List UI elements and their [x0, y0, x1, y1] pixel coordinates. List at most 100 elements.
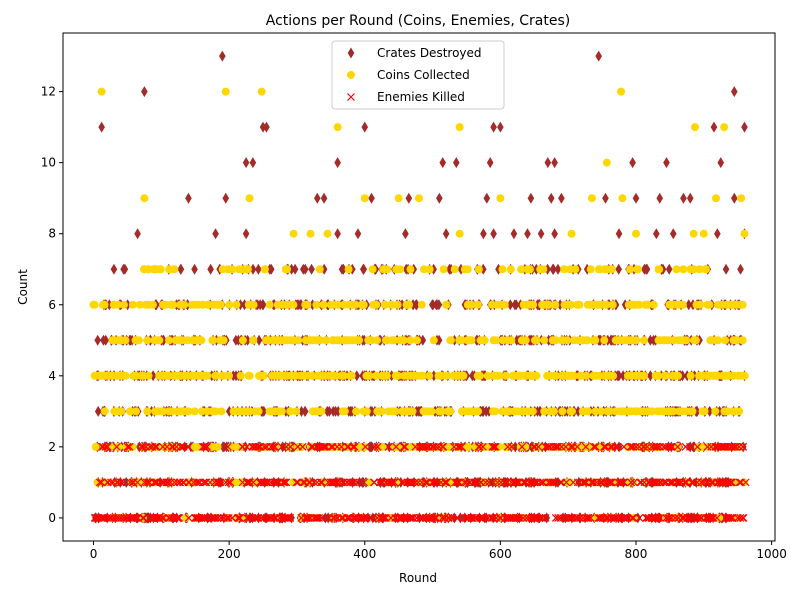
x-tick-label: 0 — [90, 547, 98, 561]
enemies-killed-point — [175, 513, 184, 522]
crates-destroyed-point — [665, 263, 673, 275]
enemies-killed-point — [551, 513, 560, 522]
enemies-killed-point — [619, 442, 628, 451]
enemies-killed-point — [606, 478, 615, 487]
enemies-killed-point — [701, 513, 710, 522]
coins-collected-point — [675, 300, 684, 309]
coins-collected-point — [566, 407, 575, 416]
coins-collected-point — [292, 407, 301, 416]
enemies-killed-point — [653, 442, 662, 451]
coins-collected-point — [418, 371, 427, 380]
enemies-killed-point — [548, 478, 557, 487]
coins-collected-point — [442, 300, 451, 309]
coins-collected-point — [335, 442, 344, 451]
coins-collected-point — [446, 336, 455, 345]
chart-title: Actions per Round (Coins, Enemies, Crate… — [266, 13, 570, 29]
coins-collected-point — [417, 300, 426, 309]
coins-collected-point — [151, 407, 160, 416]
enemies-killed-point — [739, 513, 748, 522]
coins-collected-point — [536, 442, 545, 451]
enemies-killed-point — [286, 513, 295, 522]
enemies-killed-point — [173, 513, 182, 522]
enemies-killed-point — [551, 478, 559, 487]
enemies-killed-point — [273, 478, 282, 487]
enemies-killed-point — [302, 513, 310, 522]
enemies-killed-point — [411, 442, 420, 451]
enemies-killed-point — [370, 478, 379, 487]
enemies-killed-point — [151, 442, 160, 451]
enemies-killed-point — [488, 513, 497, 522]
enemies-killed-point — [313, 513, 322, 522]
enemies-killed-point — [219, 513, 228, 522]
crates-destroyed-point — [356, 476, 363, 488]
enemies-killed-point — [693, 478, 702, 487]
enemies-killed-point — [199, 478, 208, 487]
coins-collected-point — [439, 478, 448, 487]
enemies-killed-point — [423, 478, 432, 487]
crates-destroyed-point — [298, 405, 305, 417]
enemies-killed-point — [628, 513, 637, 522]
coins-collected-point — [501, 371, 510, 380]
enemies-killed-point — [333, 442, 342, 451]
enemies-killed-point — [503, 478, 512, 487]
enemies-killed-point — [127, 513, 136, 522]
enemies-killed-point — [583, 513, 592, 522]
coins-collected-point — [373, 407, 382, 416]
enemies-killed-point — [635, 513, 644, 522]
crates-destroyed-point — [632, 192, 640, 204]
coins-collected-point — [632, 371, 641, 380]
crates-destroyed-point — [332, 405, 339, 417]
crates-destroyed-point — [94, 334, 101, 346]
enemies-killed-point — [370, 442, 379, 451]
coins-collected-point — [729, 336, 738, 345]
coins-collected-point — [289, 229, 298, 238]
enemies-killed-point — [580, 478, 589, 487]
enemies-killed-point — [689, 478, 698, 487]
crates-destroyed-point — [629, 157, 636, 169]
coins-collected-point — [100, 300, 109, 309]
enemies-killed-point — [331, 478, 340, 487]
enemies-killed-point — [269, 442, 278, 451]
enemies-killed-point — [666, 442, 675, 451]
enemies-killed-point — [217, 513, 226, 522]
enemies-killed-point — [315, 513, 323, 522]
enemies-killed-point — [350, 442, 359, 451]
enemies-killed-point — [412, 513, 421, 522]
enemies-killed-point — [262, 513, 271, 522]
enemies-killed-point — [101, 442, 110, 451]
legend-marker-coins-collected — [347, 71, 355, 79]
coins-collected-point — [567, 229, 576, 238]
crates-destroyed-point — [402, 263, 410, 275]
enemies-killed-point — [282, 478, 291, 487]
enemies-killed-point — [208, 513, 217, 522]
coins-collected-point — [729, 371, 738, 380]
enemies-killed-point — [243, 513, 251, 522]
coins-collected-point — [216, 300, 225, 309]
coins-collected-point — [246, 300, 255, 309]
coins-collected-point — [373, 336, 382, 345]
coins-collected-point — [357, 300, 366, 309]
coins-collected-point — [148, 300, 157, 309]
crates-destroyed-point — [120, 263, 127, 275]
coins-collected-point — [597, 407, 606, 416]
enemies-killed-point — [213, 478, 222, 487]
coins-collected-point — [116, 371, 125, 380]
enemies-killed-point — [330, 513, 339, 522]
enemies-killed-point — [403, 478, 412, 487]
coins-collected-point — [273, 300, 282, 309]
coins-collected-point — [328, 336, 337, 345]
enemies-killed-point — [164, 478, 173, 487]
coins-collected-point — [587, 194, 596, 203]
coins-collected-point — [379, 265, 388, 274]
enemies-killed-point — [505, 513, 514, 522]
enemies-killed-point — [451, 478, 460, 487]
coins-collected-point — [406, 265, 415, 274]
enemies-killed-point — [249, 478, 258, 487]
coins-collected-point — [425, 371, 434, 380]
crates-destroyed-point — [433, 299, 441, 311]
crates-destroyed-point — [340, 263, 347, 275]
coins-collected-point — [249, 336, 258, 345]
crates-destroyed-point — [663, 157, 670, 169]
coins-collected-point — [110, 407, 119, 416]
x-tick-label: 200 — [218, 547, 241, 561]
